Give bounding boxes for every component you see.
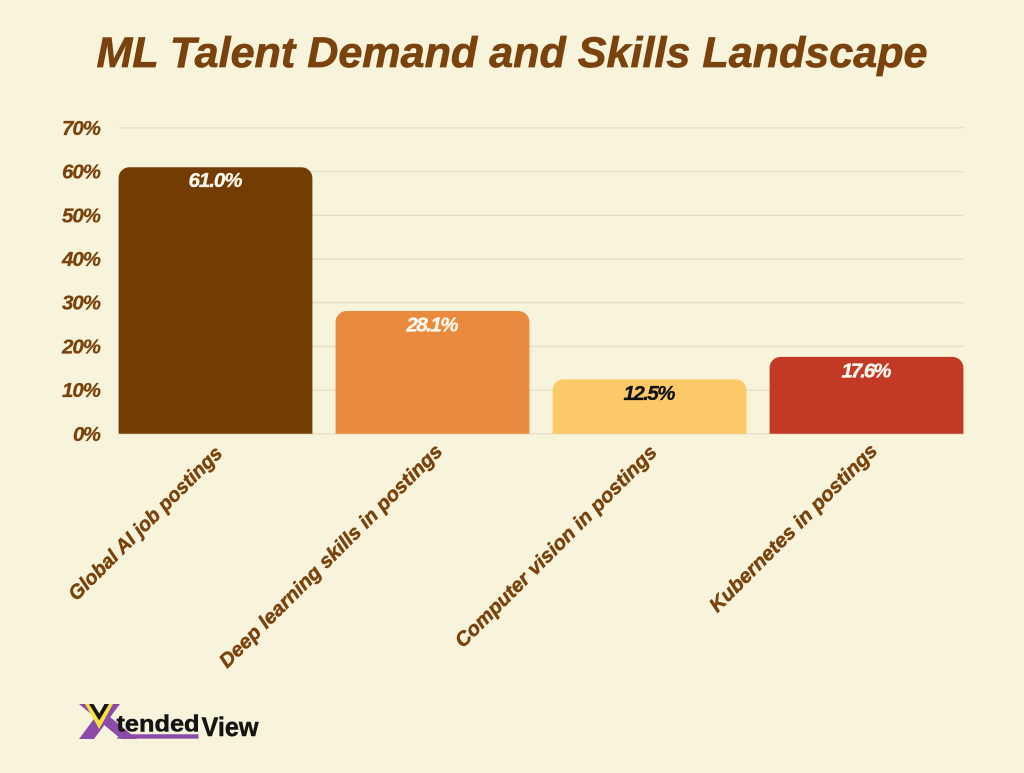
svg-text:17.6%: 17.6% (842, 360, 892, 383)
svg-text:0%: 0% (73, 423, 101, 446)
svg-text:View: View (202, 712, 259, 742)
svg-text:ML Talent Demand and Skills La: ML Talent Demand and Skills Landscape (97, 30, 928, 77)
svg-text:20%: 20% (61, 335, 101, 358)
svg-text:28.1%: 28.1% (406, 314, 459, 337)
svg-text:10%: 10% (62, 379, 101, 402)
svg-text:61.0%: 61.0% (189, 169, 243, 192)
svg-text:12.5%: 12.5% (624, 382, 676, 405)
svg-text:70%: 70% (62, 117, 101, 140)
svg-text:60%: 60% (62, 161, 101, 184)
svg-text:30%: 30% (62, 292, 101, 315)
svg-text:50%: 50% (62, 204, 101, 227)
svg-text:tended: tended (117, 710, 200, 736)
svg-text:40%: 40% (61, 248, 101, 271)
